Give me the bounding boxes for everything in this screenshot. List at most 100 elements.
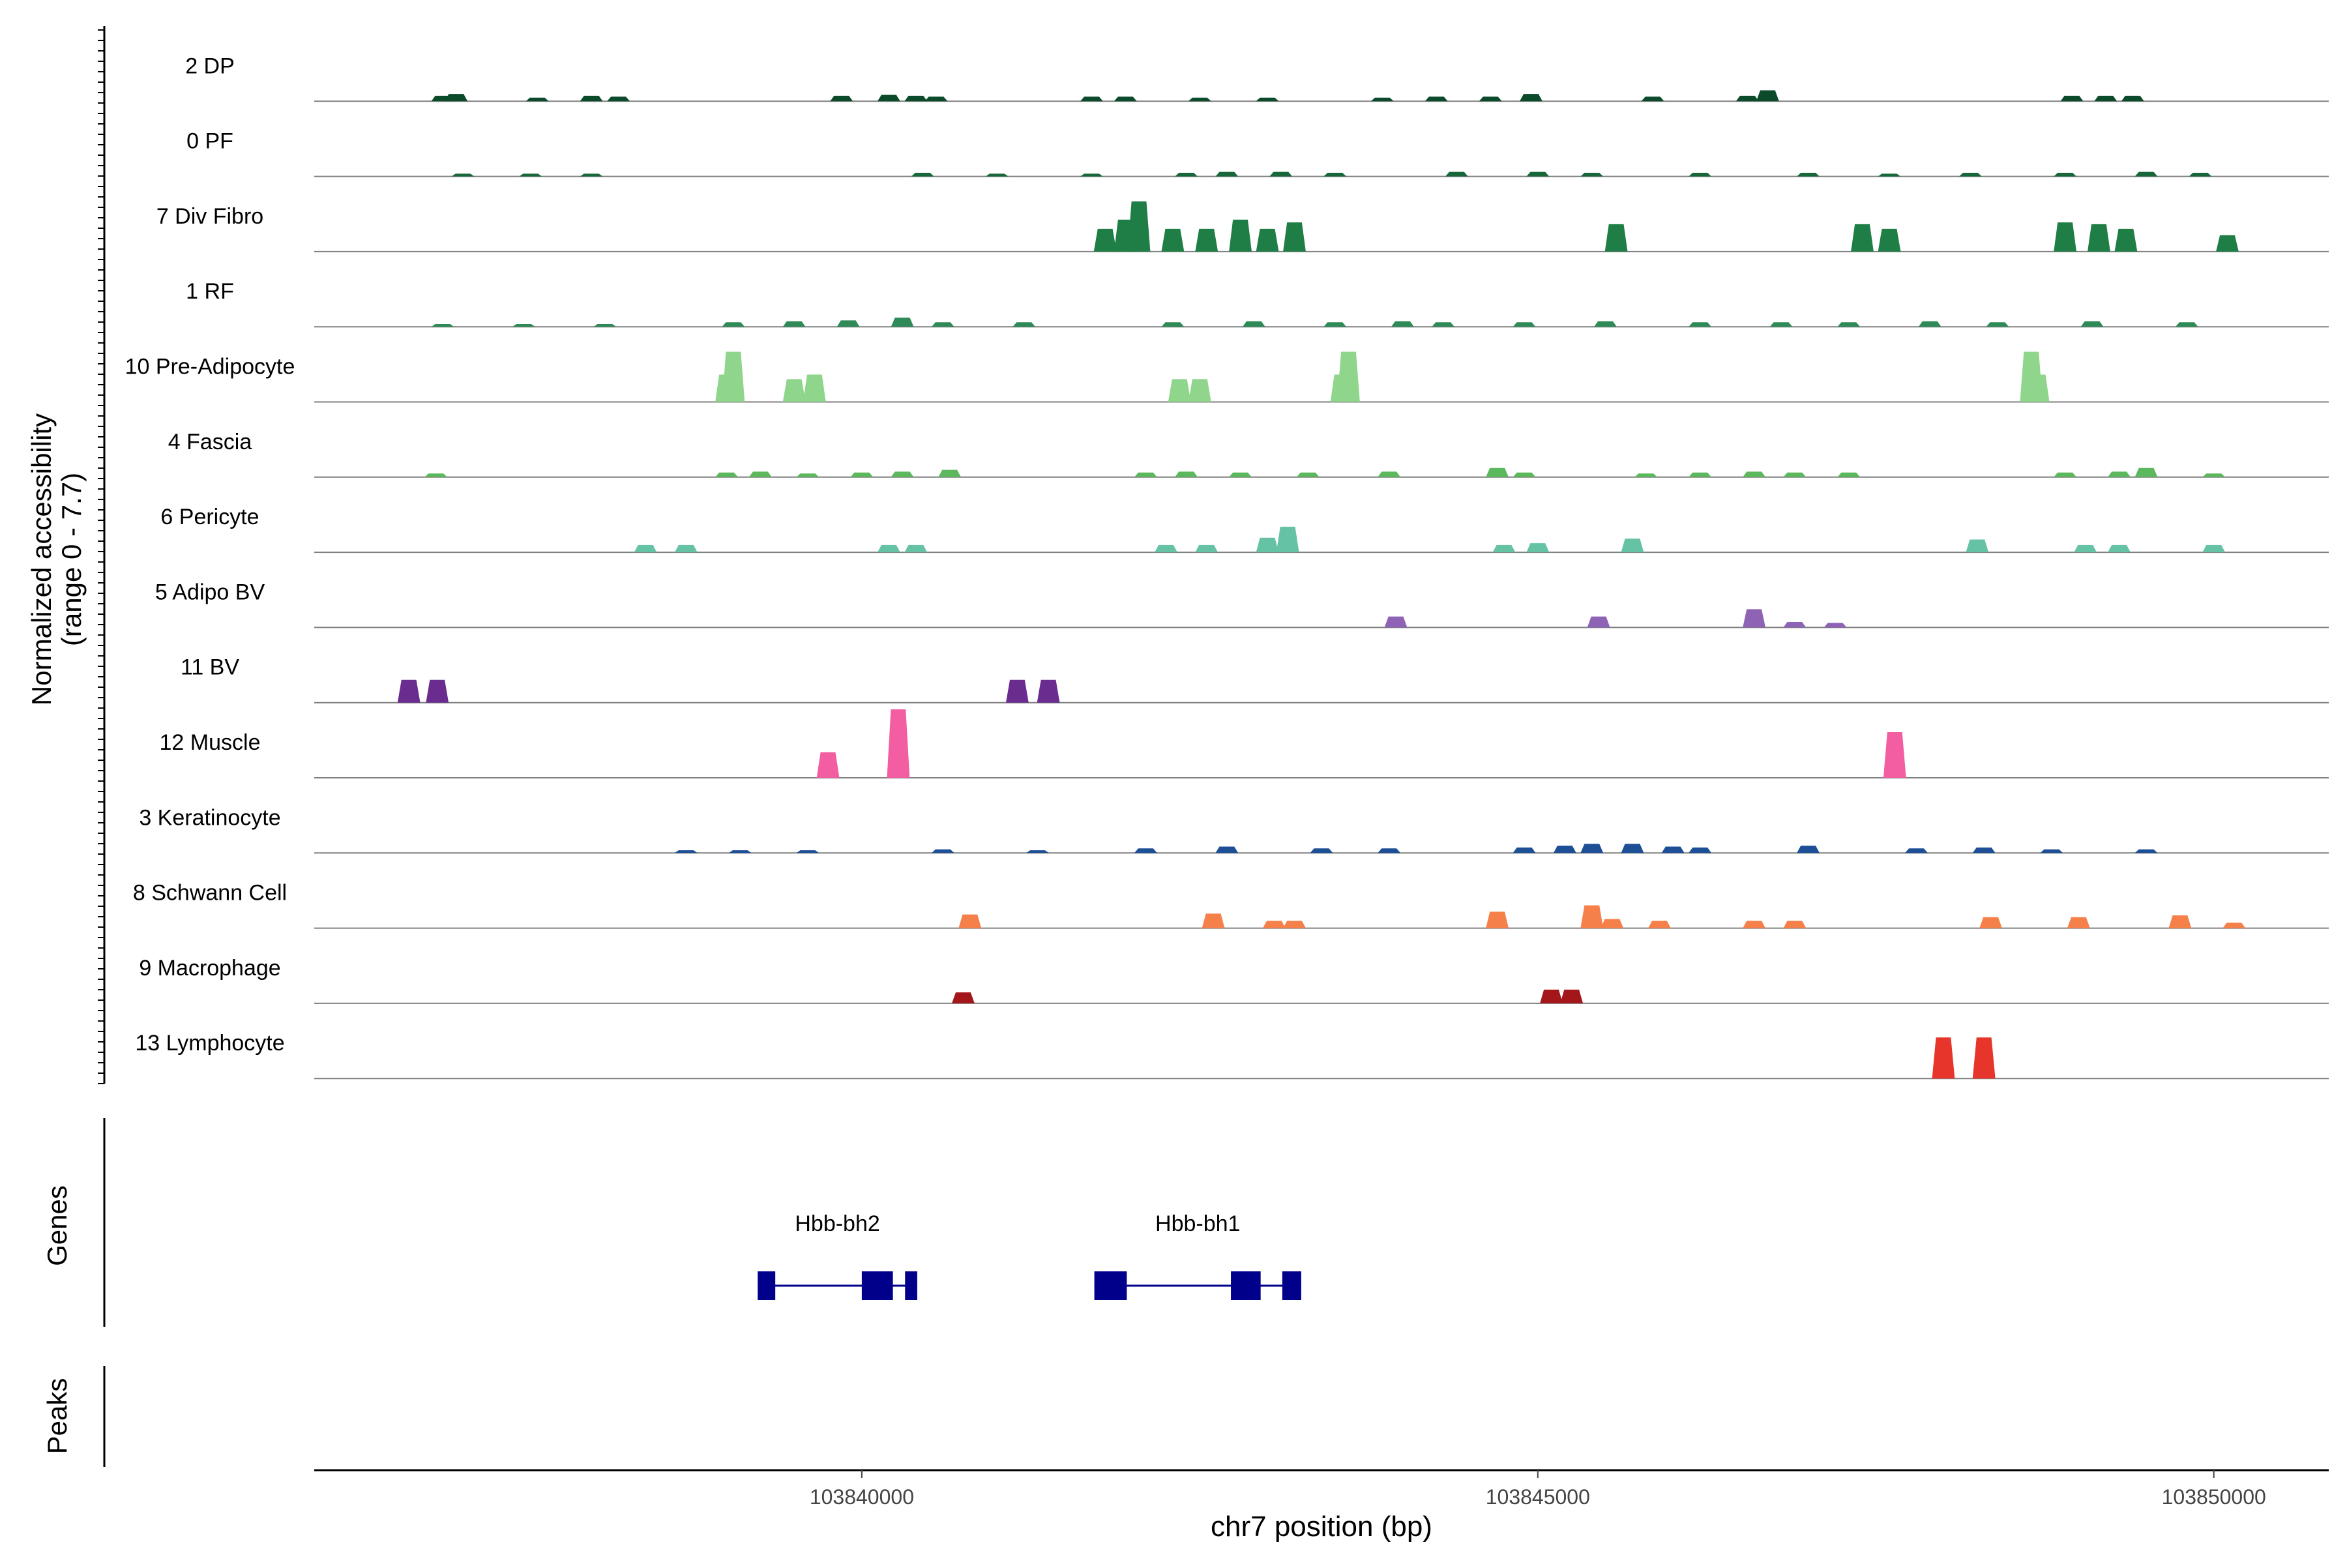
coverage-peak <box>1918 321 1941 327</box>
x-tick-label: 103845000 <box>1486 1485 1590 1509</box>
coverage-peak <box>1601 919 1624 928</box>
coverage-peak <box>1269 171 1293 177</box>
coverage-peak <box>1256 537 1279 553</box>
coverage-peak <box>1242 321 1265 327</box>
coverage-peak <box>1432 322 1455 327</box>
track-label: 12 Muscle <box>160 730 261 755</box>
coverage-peak <box>1769 322 1793 327</box>
coverage-peak <box>2114 228 2138 252</box>
coverage-peak <box>1587 616 1610 628</box>
gene-name: Hbb-bh1 <box>1155 1211 1240 1236</box>
gene-track: Hbb-bh2 Hbb-bh1 <box>103 1118 1301 1467</box>
coverage-peak <box>1215 846 1239 853</box>
coverage-peak <box>904 95 928 102</box>
coverage-peak <box>2202 473 2226 477</box>
coverage-peak <box>1560 989 1584 1003</box>
coverage-peak <box>2189 173 2212 177</box>
coverage-peak <box>580 173 603 177</box>
coverage-peak <box>1391 321 1414 327</box>
coverage-peak <box>1743 609 1766 628</box>
genes-panel-label: Genes <box>42 1185 72 1266</box>
y-axis <box>98 26 106 1084</box>
coverage-peak <box>2168 915 2192 928</box>
coverage-peak <box>1323 173 1347 177</box>
coverage-peak <box>1256 228 1279 252</box>
coverage-peak <box>1743 921 1766 928</box>
track-6-pericyte: 6 Pericyte <box>160 505 2329 554</box>
coverage-peak <box>1783 472 1807 477</box>
coverage-peak <box>1093 228 1117 252</box>
coverage-peak <box>887 709 910 778</box>
track-label: 8 Schwann Cell <box>133 881 287 906</box>
coverage-peak <box>1175 471 1198 477</box>
coverage-peak <box>1256 97 1279 102</box>
coverage-peak <box>1932 1037 1955 1079</box>
coverage-peak <box>2108 471 2131 477</box>
coverage-peak <box>1168 379 1191 402</box>
coverage-peak <box>2040 849 2063 853</box>
coverage-peak <box>1486 911 1509 928</box>
coverage-peak <box>1161 322 1185 327</box>
x-axis-title: chr7 position (bp) <box>1211 1511 1432 1543</box>
coverage-peak <box>593 324 617 327</box>
coverage-peak <box>674 544 698 553</box>
coverage-peak <box>519 173 542 177</box>
coverage-peak <box>1492 544 1516 553</box>
coverage-peak <box>674 850 698 853</box>
coverage-peak <box>1689 322 1712 327</box>
track-label: 3 Keratinocyte <box>139 805 280 830</box>
track-label: 9 Macrophage <box>139 956 280 981</box>
coverage-peak <box>1263 921 1286 928</box>
coverage-peak <box>1276 526 1299 553</box>
coverage-peak <box>1283 222 1306 252</box>
coverage-peak <box>931 322 954 327</box>
track-3-keratinocyte: 3 Keratinocyte <box>139 805 2329 854</box>
coverage-peak <box>1513 322 1536 327</box>
coverage-peak <box>445 94 468 102</box>
coverage-peak <box>1378 471 1401 477</box>
coverage-peak <box>850 472 874 477</box>
coverage-peak <box>1161 228 1185 252</box>
gene-exon <box>758 1271 776 1300</box>
coverage-peak <box>1175 173 1198 177</box>
coverage-peak <box>1479 96 1502 102</box>
coverage-peak <box>1080 173 1103 177</box>
coverage-peak <box>1445 171 1468 177</box>
track-label: 6 Pericyte <box>160 505 259 529</box>
coverage-peak <box>1756 90 1779 102</box>
coverage-peak <box>891 318 914 327</box>
coverage-peak <box>836 320 860 327</box>
coverage-peak <box>1384 616 1408 628</box>
coverage-peak <box>1689 173 1712 177</box>
coverage-peak <box>1424 96 1448 102</box>
gene-exon <box>1094 1271 1127 1300</box>
coverage-peak <box>1323 322 1347 327</box>
gene-hbb-bh1: Hbb-bh1 <box>1094 1211 1301 1300</box>
y-axis-title: Normalized accessibility (range 0 - 7.7) <box>26 413 87 705</box>
track-5-adipo-bv: 5 Adipo BV <box>155 580 2329 629</box>
coverage-peak <box>424 473 448 477</box>
track-4-fascia: 4 Fascia <box>168 430 2329 478</box>
track-label: 11 BV <box>181 655 239 680</box>
coverage-peak <box>2134 467 2158 477</box>
peaks-panel-label: Peaks <box>42 1378 72 1455</box>
coverage-peak <box>1661 846 1685 853</box>
coverage-peak <box>1080 96 1103 102</box>
track-12-muscle: 12 Muscle <box>160 709 2329 778</box>
coverage-peak <box>1513 847 1536 853</box>
coverage-peak <box>2060 95 2084 102</box>
coverage-peak <box>1513 472 1536 477</box>
track-label: 5 Adipo BV <box>155 580 265 604</box>
coverage-peak <box>796 473 819 477</box>
coverage-peak <box>1134 848 1157 853</box>
coverage-peak <box>1037 679 1060 703</box>
coverage-peak <box>2121 95 2144 102</box>
coverage-peak <box>924 96 948 102</box>
coverage-peak <box>1005 679 1029 703</box>
coverage-peak <box>1959 173 1982 177</box>
coverage-peak <box>1837 322 1861 327</box>
coverage-peak <box>1026 850 1049 853</box>
coverage-peak <box>958 914 982 928</box>
coverage-peak <box>607 96 630 102</box>
coverage-peak <box>1878 173 1901 177</box>
